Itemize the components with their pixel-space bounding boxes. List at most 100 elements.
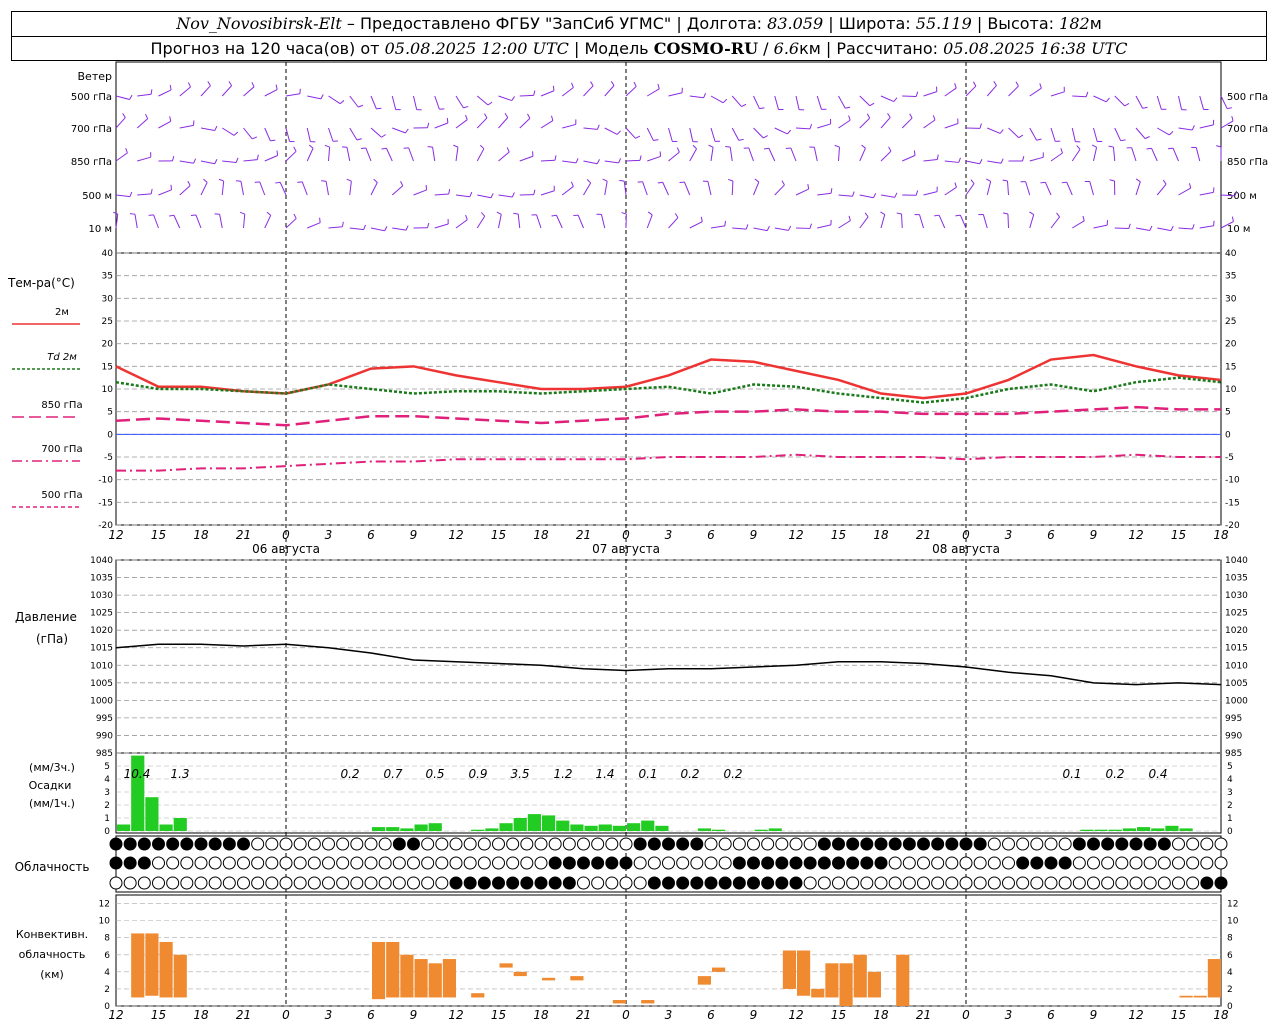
wind-barb-feather (1085, 91, 1089, 97)
temp-ytick-left-6: 10 (102, 385, 114, 395)
cloud-symbol (1002, 837, 1015, 851)
cloud-symbol (931, 876, 945, 890)
wind-barb-feather (275, 84, 278, 90)
cloud-symbol (492, 876, 505, 890)
wind-barb-feather (788, 225, 792, 231)
wind-barb (1029, 156, 1044, 162)
precip-ylabel-2: Осадки (29, 779, 72, 792)
hour-label-16: 12 (788, 528, 803, 542)
temp-ytick-left-9: -5 (104, 453, 113, 463)
wind-barb-feather (251, 82, 255, 88)
wind-barb-feather (293, 146, 297, 152)
wind-barb-feather (621, 212, 627, 215)
cloud-symbol (534, 856, 548, 870)
temp-ytick-right-5: 15 (1225, 362, 1236, 372)
sep-1: | (676, 14, 682, 33)
hour-label-bottom-25: 15 (1171, 1008, 1186, 1022)
cloud-symbol (1030, 837, 1044, 851)
wind-barb-feather (809, 223, 812, 229)
wind-barb-feather (1162, 179, 1167, 185)
precip-bar (428, 823, 442, 831)
cloud-symbol (407, 876, 420, 890)
wind-barb-feather (239, 211, 245, 215)
hour-label-24: 12 (1128, 528, 1143, 542)
temp-ytick-right-9: -5 (1225, 453, 1234, 463)
wind-barb-feather (979, 159, 983, 164)
wind-barb-feather (1061, 181, 1067, 184)
wind-barb-feather (972, 81, 977, 87)
wind-barb (795, 188, 809, 196)
wind-barb-feather (346, 178, 352, 182)
wind-barb-feather (571, 82, 574, 88)
wind-barb (137, 93, 152, 97)
conv-bar (853, 954, 867, 998)
lon-label: Долгота: (686, 14, 763, 33)
wind-barb (221, 181, 225, 196)
cloud-symbol (1129, 837, 1143, 851)
wind-barb (583, 160, 598, 165)
hour-label-13: 3 (665, 528, 673, 542)
wind-barb-feather (590, 81, 594, 87)
precip-ylabel-3: (мм/1ч.) (29, 797, 75, 810)
hour-label-7: 9 (410, 528, 418, 542)
hour-label-bottom-7: 9 (410, 1008, 418, 1022)
wind-barb (577, 214, 584, 229)
conv-ytick-right-2: 8 (1227, 934, 1233, 944)
hour-label-bottom-26: 18 (1213, 1008, 1229, 1022)
wind-barb (370, 182, 378, 196)
wind-barb-feather (834, 144, 840, 148)
precip-bar (471, 829, 485, 831)
cloud-symbol (775, 876, 789, 890)
cloud-symbol (605, 856, 619, 870)
cloud-symbol (676, 856, 690, 870)
wind-barb (880, 117, 891, 129)
conv-bar (1193, 995, 1207, 998)
wind-barb-feather (766, 225, 770, 231)
date-label-0: 06 августа (252, 542, 320, 556)
cloud-symbol (860, 876, 874, 890)
temp-ytick-left-4: 20 (102, 340, 114, 350)
wind-barb (859, 216, 869, 229)
wind-barb-feather (506, 147, 510, 153)
wind-barb-feather (1120, 139, 1126, 142)
wind-barb (1050, 216, 1060, 229)
wind-barb-feather (1105, 97, 1110, 103)
wind-barb-feather (679, 181, 685, 184)
hour-label-23: 9 (1090, 528, 1098, 542)
wind-barb (222, 160, 237, 164)
wind-barb (115, 214, 119, 229)
wind-barb (243, 214, 246, 229)
cloud-symbol (350, 856, 364, 870)
wind-barb (158, 89, 172, 97)
hour-label-5: 3 (325, 528, 333, 542)
hour-label-bottom-0: 12 (108, 1008, 123, 1022)
wind-barb-feather (235, 157, 239, 163)
cloud-symbol (619, 837, 633, 851)
wind-barb-feather (635, 135, 641, 139)
cloud-symbol (222, 876, 236, 890)
wind-barb-feather (511, 192, 515, 198)
wind-barb (476, 148, 485, 162)
wind-barb (137, 193, 152, 196)
hour-label-14: 6 (707, 528, 715, 542)
wind-barb (838, 220, 851, 229)
wind-barb (1135, 181, 1141, 196)
wind-barb-feather (1029, 211, 1034, 215)
wind-barb-feather (763, 135, 768, 139)
wind-barb (561, 186, 574, 196)
cloud-symbol (1157, 876, 1171, 890)
wind-barb (753, 127, 764, 139)
hour-label-21: 3 (1005, 528, 1013, 542)
cloud-symbol (1044, 856, 1058, 870)
cloud-symbol (987, 856, 1001, 870)
precip-bar (485, 828, 499, 831)
precip-bar (754, 829, 768, 831)
lat-value: 55.119 (915, 14, 972, 33)
cloud-symbol (704, 837, 718, 851)
wind-barb (1199, 225, 1214, 229)
cloud-symbol (222, 837, 236, 851)
wind-barb-feather (169, 84, 172, 90)
wind-barb (944, 160, 959, 163)
wind-barb (965, 160, 980, 165)
precip-total-1: 1.3 (170, 767, 189, 781)
